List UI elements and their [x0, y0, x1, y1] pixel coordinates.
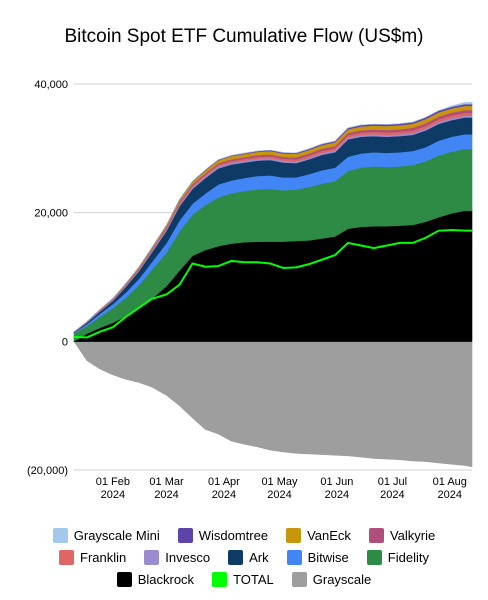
legend-row: Franklin Invesco Ark Bitwise Fidelity: [0, 546, 488, 568]
legend-item-blackrock: Blackrock: [116, 571, 195, 587]
x-tick-label: 01 Aug: [433, 476, 467, 488]
series-area-grayscale: [73, 341, 473, 468]
legend-item-wisdomtree: Wisdomtree: [177, 527, 269, 543]
legend-item-ark: Ark: [228, 549, 269, 565]
legend-item-bitwise: Bitwise: [286, 549, 349, 565]
x-tick-label-year: 2024: [267, 489, 291, 501]
x-tick-label: 01 Jun: [320, 476, 353, 488]
x-tick-label-year: 2024: [212, 489, 236, 501]
legend-swatch: [212, 571, 228, 587]
legend-swatch: [286, 549, 302, 565]
legend-label: Ark: [249, 549, 269, 565]
legend-label: Franklin: [80, 549, 127, 565]
x-tick-label: 01 Feb: [96, 476, 130, 488]
x-tick-label-year: 2024: [325, 489, 349, 501]
legend-swatch: [286, 527, 302, 543]
legend-swatch: [144, 549, 160, 565]
legend-swatch: [177, 527, 193, 543]
legend-swatch: [368, 527, 384, 543]
legend-item-grayscale: Grayscale: [291, 571, 372, 587]
legend-item-total: TOTAL: [212, 571, 274, 587]
legend-swatch: [228, 549, 244, 565]
legend-item-invesco: Invesco: [144, 549, 211, 565]
legend-swatch: [116, 571, 132, 587]
legend-swatch: [59, 549, 75, 565]
x-tick-label-year: 2024: [380, 489, 404, 501]
legend-item-vaneck: VanEck: [286, 527, 351, 543]
legend-label: Bitwise: [307, 549, 349, 565]
y-tick-label: 20,000: [34, 208, 68, 220]
legend-row: Grayscale Mini Wisdomtree VanEck Valkyrie: [0, 524, 488, 546]
y-tick-label: (20,000): [27, 465, 68, 477]
series-line-total: [73, 229, 472, 339]
legend-label: Grayscale Mini: [73, 527, 160, 543]
legend-swatch: [52, 527, 68, 543]
legend-label: Wisdomtree: [198, 527, 269, 543]
legend-item-grayscale-mini: Grayscale Mini: [52, 527, 160, 543]
x-tick-label: 01 Jul: [378, 476, 407, 488]
legend-item-franklin: Franklin: [59, 549, 127, 565]
legend-item-fidelity: Fidelity: [366, 549, 429, 565]
legend-row: Blackrock TOTAL Grayscale: [0, 568, 488, 590]
legend-swatch: [291, 571, 307, 587]
legend-label: Valkyrie: [389, 527, 436, 543]
legend-item-valkyrie: Valkyrie: [368, 527, 436, 543]
x-tick-label: 01 Apr: [208, 476, 240, 488]
legend-label: Grayscale: [312, 571, 372, 587]
legend-swatch: [366, 549, 382, 565]
legend-label: Blackrock: [137, 571, 195, 587]
x-tick-label-year: 2024: [438, 489, 462, 501]
legend-label: Fidelity: [387, 549, 429, 565]
chart-legend: Grayscale Mini Wisdomtree VanEck Valkyrie Fr…: [0, 524, 488, 590]
x-tick-label-year: 2024: [101, 489, 125, 501]
x-tick-label-year: 2024: [154, 489, 178, 501]
x-tick-label: 01 Mar: [149, 476, 184, 488]
series-area-grayscale-mini: [73, 101, 473, 333]
legend-label: TOTAL: [233, 571, 274, 587]
x-tick-label: 01 May: [261, 476, 298, 488]
y-tick-label: 0: [62, 336, 68, 348]
y-tick-label: 40,000: [34, 79, 68, 91]
legend-label: VanEck: [307, 527, 351, 543]
legend-label: Invesco: [165, 549, 211, 565]
chart-title: Bitcoin Spot ETF Cumulative Flow (US$m): [64, 26, 424, 47]
